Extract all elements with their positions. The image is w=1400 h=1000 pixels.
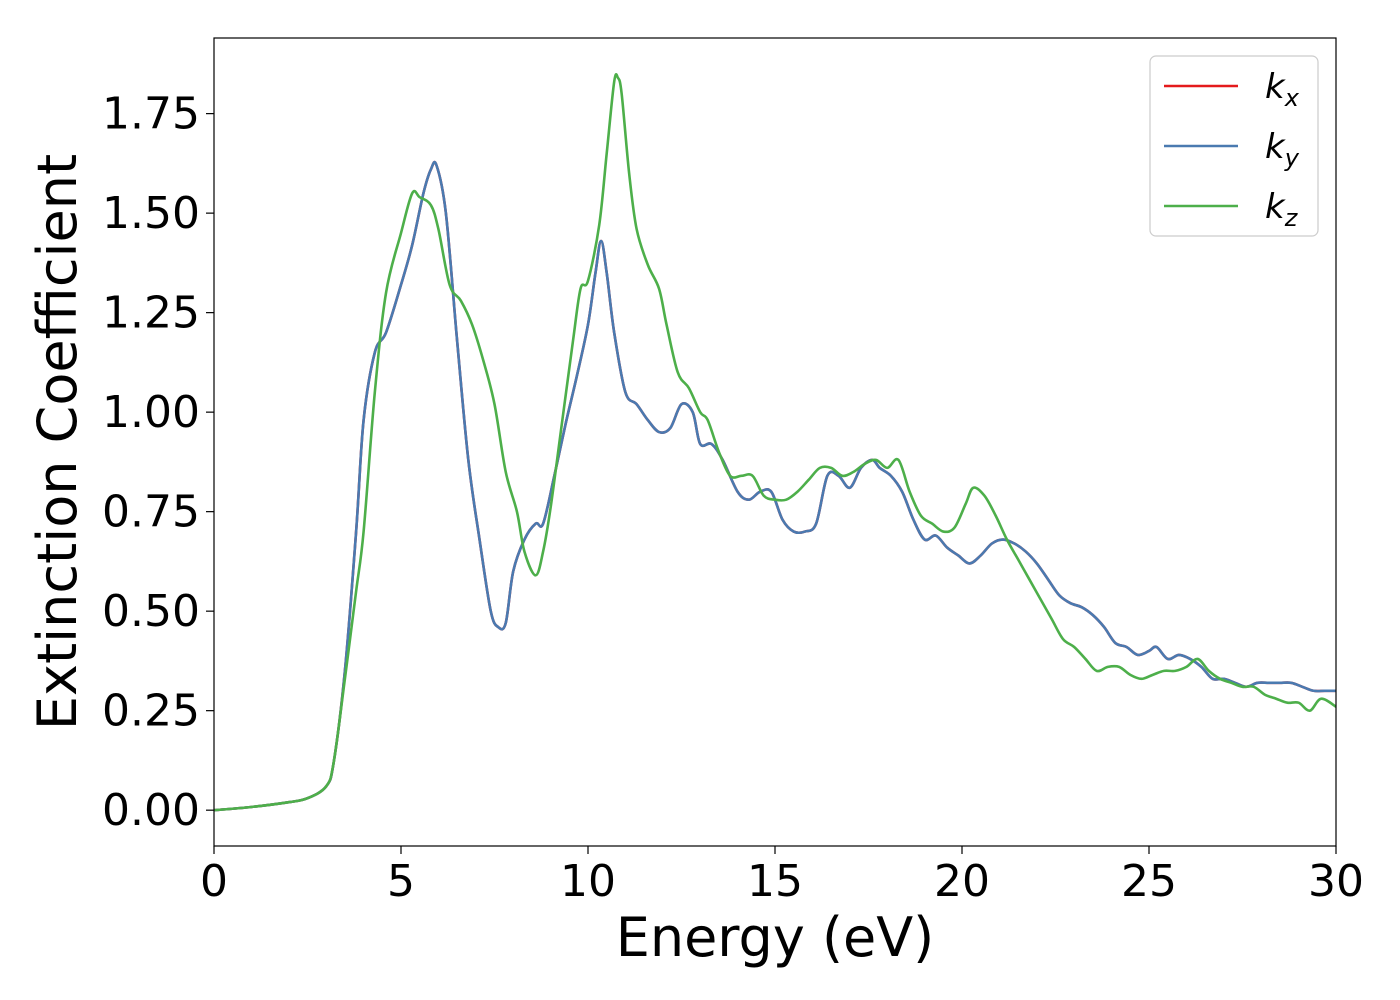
series-line-z xyxy=(213,73,1337,812)
y-tick-label: 0.50 xyxy=(102,586,200,637)
x-tick-label: 30 xyxy=(1308,856,1364,907)
series-layer xyxy=(213,73,1337,812)
y-tick-label: 0.75 xyxy=(102,487,200,538)
series-line-y xyxy=(213,160,1336,812)
x-tick-label: 5 xyxy=(387,856,415,907)
legend-label-y: ky xyxy=(1265,127,1300,172)
y-tick-label: 0.25 xyxy=(102,686,200,737)
x-tick-label: 20 xyxy=(934,856,990,907)
x-axis-label: Energy (eV) xyxy=(616,906,935,969)
y-tick-label: 0.00 xyxy=(102,785,200,836)
y-axis-label: Extinction Coefficient xyxy=(26,154,89,730)
y-tick-label: 1.00 xyxy=(102,387,200,438)
y-tick-label: 1.50 xyxy=(102,188,200,239)
x-tick-label: 0 xyxy=(200,856,228,907)
y-tick-label: 1.75 xyxy=(102,89,200,140)
x-axis-ticks: 0 5 10 15 20 25 30 xyxy=(200,846,1364,907)
y-tick-label: 1.25 xyxy=(102,288,200,339)
y-axis-ticks: 0.00 0.25 0.50 0.75 1.00 1.25 1.50 1.75 xyxy=(102,89,214,836)
x-tick-label: 25 xyxy=(1121,856,1177,907)
x-tick-label: 15 xyxy=(747,856,803,907)
legend-label-x: kx xyxy=(1265,67,1300,112)
x-tick-label: 10 xyxy=(560,856,616,907)
legend: kx ky kz xyxy=(1149,55,1319,237)
legend-label-z: kz xyxy=(1265,187,1299,232)
